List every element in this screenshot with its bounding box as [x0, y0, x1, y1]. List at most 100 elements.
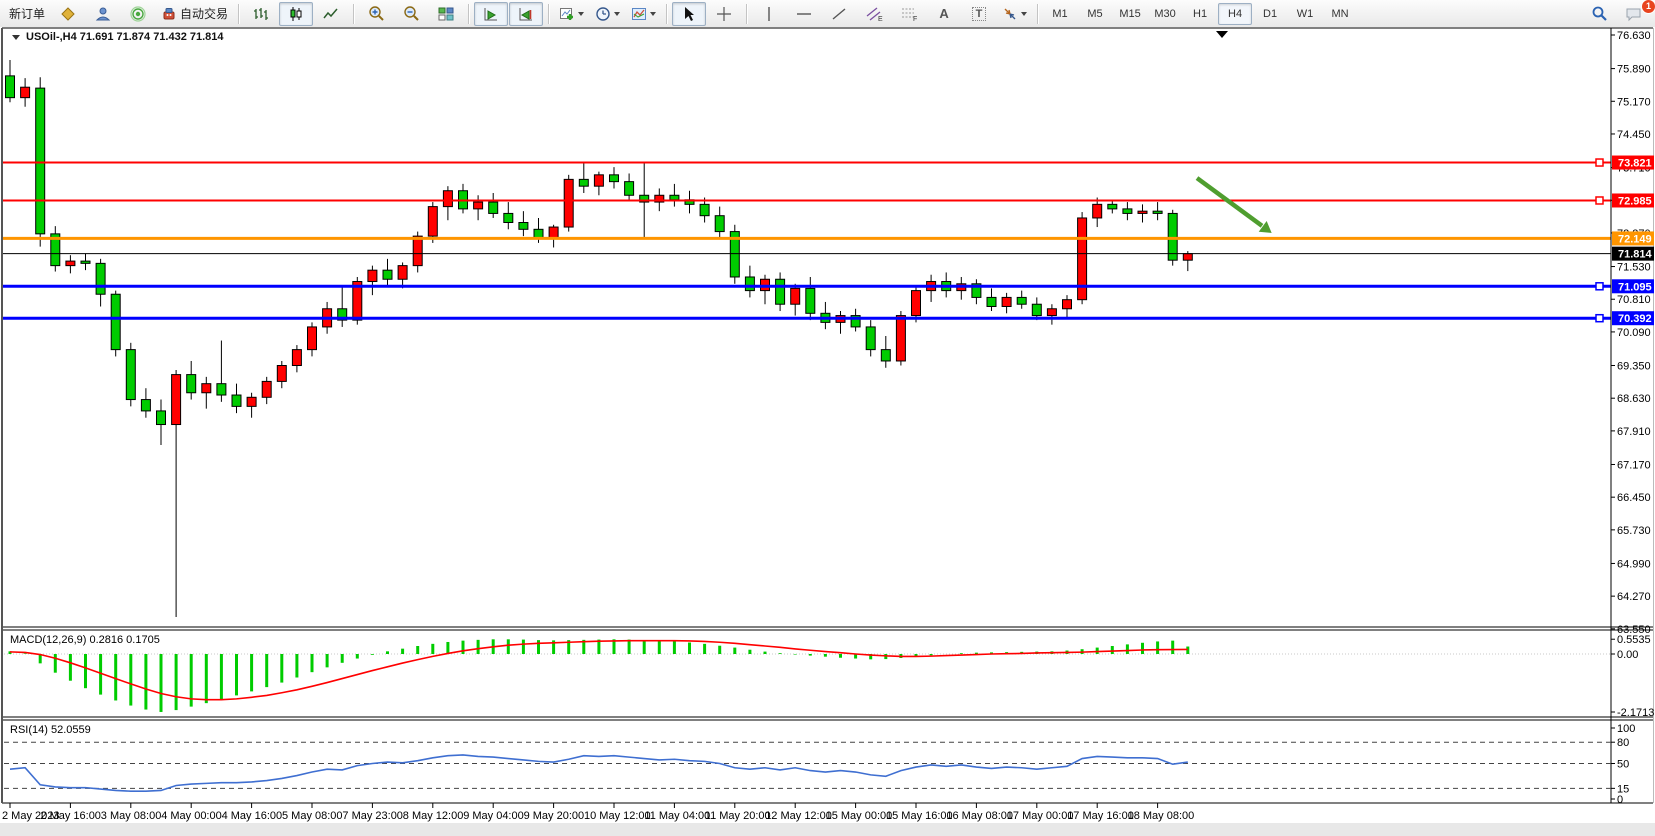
templates-button[interactable]: [626, 2, 661, 26]
chart-shift-marker[interactable]: [1216, 31, 1228, 38]
tab-timeframe-mn[interactable]: MN: [1331, 7, 1349, 20]
bear-candle: [488, 201, 499, 214]
bear-candle: [729, 231, 740, 278]
periods-button[interactable]: [590, 2, 625, 26]
separator: [548, 3, 550, 24]
bear-candle: [156, 410, 166, 426]
rsi-axis-label: 0: [1617, 794, 1623, 806]
arrow-shaft[interactable]: [1195, 176, 1264, 228]
bear-candle: [50, 233, 61, 267]
text-button[interactable]: A: [927, 2, 961, 26]
auto-trading-button[interactable]: 自动交易: [156, 2, 233, 26]
tab-timeframe-w1[interactable]: W1: [1296, 7, 1314, 20]
vertical-line-button[interactable]: [752, 2, 786, 26]
notifications-button[interactable]: 1: [1617, 0, 1655, 26]
price-label-text: 72.985: [1618, 195, 1652, 207]
metaeditor-button[interactable]: [86, 2, 120, 26]
chart-shift-button[interactable]: [509, 1, 544, 26]
time-tick-label: 2 May 2023: [2, 810, 59, 822]
time-tick-label: 17 May 16:00: [1067, 810, 1134, 822]
search-button[interactable]: [1582, 2, 1616, 26]
time-tick-label: 4 May 00:00: [161, 810, 222, 822]
time-tick-label: 15 May 16:00: [886, 810, 953, 822]
fibonacci-icon: F: [901, 8, 917, 22]
auto-scroll-button[interactable]: [474, 1, 509, 26]
time-tick-label: 11 May 04:00: [644, 810, 710, 822]
text-label-icon: T: [971, 6, 987, 21]
svg-text:E: E: [878, 16, 883, 22]
chat-bubble-icon: [1626, 8, 1641, 21]
bear-candle: [231, 394, 242, 407]
crosshair-button[interactable]: [707, 2, 741, 26]
arrows-button[interactable]: [997, 2, 1032, 26]
bear-candle: [744, 276, 755, 292]
text-a-icon: A: [939, 6, 949, 21]
bull-candle: [367, 269, 378, 283]
time-tick-label: 11 May 20:00: [705, 810, 771, 822]
time-tick-label: 2 May 16:00: [40, 810, 101, 822]
equidistant-channel-button[interactable]: E: [857, 2, 891, 26]
candles-group: [5, 59, 1193, 618]
line-handle[interactable]: [1595, 313, 1604, 323]
time-tick-label: 8 May 12:00: [403, 810, 464, 822]
charts-profile-button[interactable]: [51, 2, 85, 26]
tab-timeframe-h4[interactable]: H4: [1218, 2, 1253, 25]
horizontal-line-button[interactable]: [787, 2, 821, 26]
bar-chart-button[interactable]: [244, 2, 278, 26]
drawn-arrow[interactable]: [1195, 176, 1272, 233]
price-tick-label: 66.450: [1617, 492, 1651, 504]
new-chart-button[interactable]: [554, 2, 589, 26]
tab-timeframe-d1[interactable]: D1: [1263, 7, 1278, 20]
bear-candle: [337, 308, 348, 321]
time-tick-label: 15 May 00:00: [826, 810, 893, 822]
bull-candle: [1062, 299, 1072, 310]
line-handle[interactable]: [1595, 282, 1604, 291]
crosshair-icon: [717, 6, 732, 21]
fibonacci-button[interactable]: F: [892, 2, 926, 26]
market-watch-button[interactable]: [121, 2, 155, 26]
macd-label: MACD(12,26,9) 0.2816 0.1705: [10, 634, 160, 646]
candlestick-chart-button[interactable]: [279, 1, 314, 26]
zoom-out-button[interactable]: [394, 2, 428, 26]
time-tick-label: 16 May 08:00: [946, 810, 1013, 822]
bear-candle: [1152, 210, 1163, 214]
bear-candle: [624, 181, 635, 196]
time-tick-label: 5 May 08:00: [282, 810, 343, 822]
time-tick-label: 10 May 12:00: [584, 810, 651, 822]
tab-timeframe-m5[interactable]: M5: [1087, 7, 1103, 20]
line-handle[interactable]: [1595, 196, 1604, 205]
bull-candle: [1137, 210, 1148, 214]
line-handle[interactable]: [1595, 158, 1604, 167]
price-tick-label: 63.550: [1617, 624, 1651, 636]
price-label-chip: [1612, 155, 1654, 170]
bull-candle: [291, 349, 302, 367]
tab-timeframe-m1[interactable]: M1: [1052, 7, 1068, 20]
tab-timeframe-m30[interactable]: M30: [1154, 7, 1176, 20]
bull-candle: [20, 86, 31, 99]
price-label-chip: [1612, 279, 1654, 294]
new-order-button[interactable]: 新订单: [4, 2, 50, 26]
arrow-head: [1258, 220, 1272, 233]
rsi-panel: RSI(14) 52.0559 100 80 50 150: [4, 723, 1635, 806]
line-chart-button[interactable]: [314, 2, 348, 26]
separator: [468, 3, 470, 24]
bear-candle: [518, 222, 529, 230]
tile-windows-button[interactable]: [429, 2, 463, 26]
bear-candle: [880, 349, 891, 362]
zoom-in-button[interactable]: [359, 2, 393, 26]
bear-candle: [95, 262, 106, 295]
gold-diamond-icon: [61, 6, 75, 21]
cursor-button[interactable]: [672, 1, 707, 26]
cursor-arrow-icon: [685, 6, 695, 21]
trendline-button[interactable]: [822, 2, 856, 26]
tab-timeframe-m15[interactable]: M15: [1119, 7, 1141, 20]
trendline-icon: [832, 7, 846, 20]
text-label-button[interactable]: T: [962, 2, 996, 26]
notification-badge: 1: [1641, 0, 1655, 14]
tab-timeframe-h1[interactable]: H1: [1193, 7, 1208, 20]
bear-candle: [186, 374, 197, 394]
chart-collapse-icon[interactable]: [12, 35, 20, 40]
chart-canvas[interactable]: 76.63075.89075.17074.45073.71072.99072.2…: [0, 27, 1655, 831]
chart-title: USOil-,H4 71.691 71.874 71.432 71.814: [26, 31, 224, 43]
